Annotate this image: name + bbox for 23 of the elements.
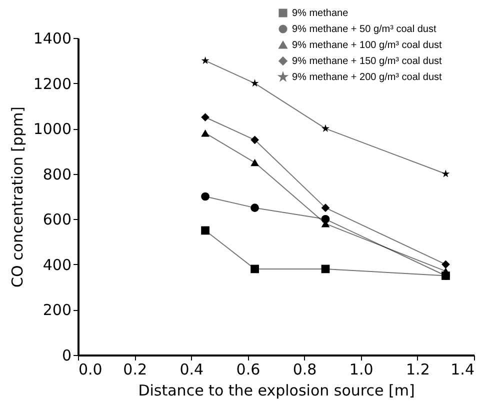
x-tick-label: 0.8 [292,360,317,378]
legend-label: 9% methane + 100 g/m³ coal dust [292,40,442,51]
legend-label: 9% methane + 150 g/m³ coal dust [292,56,442,67]
x-tick-label: 0.2 [123,360,147,378]
legend-label: 9% methane [292,8,349,19]
y-tick-label: 1400 [33,30,72,48]
x-tick-label: 0.0 [78,360,102,378]
legend-label: 9% methane + 200 g/m³ coal dust [292,72,442,83]
x-tick-label: 0.6 [236,360,260,378]
y-axis-title: CO concentration [ppm] [8,106,26,288]
y-tick-label: 1200 [33,74,72,93]
y-tick-label: 800 [42,165,72,184]
x-tick-label: 1.4 [450,360,474,378]
y-tick-label: 600 [42,210,72,229]
x-tick-label: 1.0 [349,360,374,378]
y-tick-label: 400 [42,256,72,274]
x-tick-label: 1.2 [406,360,430,378]
legend-label: 9% methane + 50 g/m³ coal dust [292,24,436,35]
x-axis-title: Distance to the explosion source [m] [138,382,415,400]
y-tick-label: 1000 [33,120,72,138]
y-tick-label: 0 [62,346,72,364]
y-tick-label: 200 [42,301,72,320]
x-tick-label: 0.4 [180,360,204,378]
